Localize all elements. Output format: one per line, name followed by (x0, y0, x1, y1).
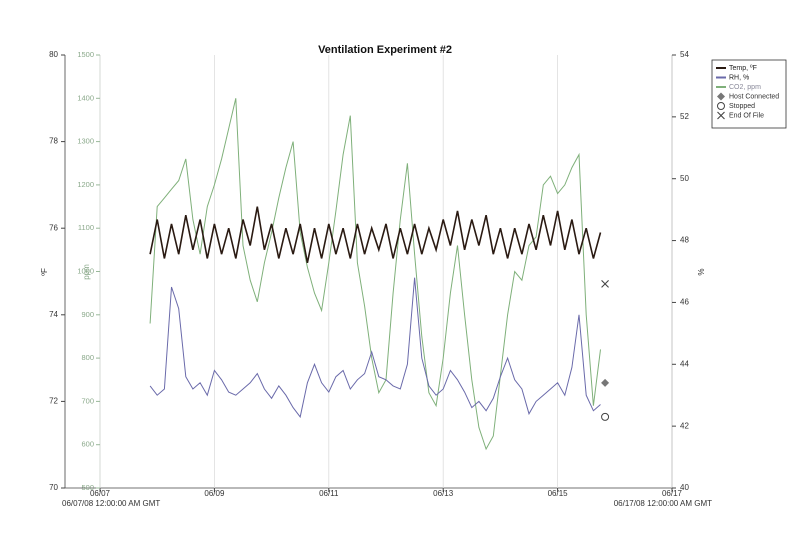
x-tick-label: 06/09 (204, 489, 225, 498)
data-line (149, 277, 601, 419)
y2-tick-label: 700 (81, 396, 94, 405)
y3-tick-label: 46 (680, 298, 689, 307)
y-tick-label: 80 (49, 50, 58, 59)
y2-tick-label: 1000 (77, 266, 94, 275)
y3-tick-label: 40 (680, 483, 689, 492)
legend-label: Temp, ºF (729, 65, 757, 72)
y3-tick-label: 52 (680, 112, 689, 121)
y-tick-label: 74 (49, 310, 58, 319)
x-tick-label: 06/11 (319, 489, 339, 498)
y3-tick-label: 50 (680, 174, 689, 183)
y2-tick-label: 1300 (77, 137, 94, 146)
y2-tick-label: 600 (81, 440, 94, 449)
y2-tick-label: 1400 (77, 93, 94, 102)
legend-swatch (717, 92, 725, 101)
x-tick-label: 06/17 (662, 489, 683, 498)
marker-circle (601, 412, 610, 421)
y2-tick-label: 800 (81, 353, 94, 362)
data-line (149, 206, 602, 263)
y3-tick-label: 44 (680, 359, 689, 368)
y3-tick-label: 42 (680, 421, 689, 430)
x-tick-label: 06/07 (90, 489, 111, 498)
x-tick-label: 06/15 (548, 489, 569, 498)
marker-diamond (601, 378, 610, 387)
y-tick-label: 78 (49, 137, 58, 146)
x-tick-label: 06/13 (433, 489, 454, 498)
y3-axis-title: % (696, 268, 705, 275)
legend-swatch (717, 111, 725, 120)
legend-label: Stopped (729, 103, 755, 110)
y-tick-label: 70 (49, 483, 58, 492)
y-tick-label: 72 (49, 397, 58, 406)
y2-tick-label: 1200 (77, 180, 94, 189)
y3-tick-label: 48 (680, 236, 689, 245)
y2-tick-label: 1100 (78, 223, 94, 232)
legend-swatch (717, 102, 725, 110)
y2-axis-title: ppm (82, 264, 91, 280)
marker-x (601, 279, 609, 288)
y-tick-label: 76 (49, 223, 58, 232)
y-axis-title: ºF (40, 268, 49, 276)
y2-tick-label: 900 (81, 310, 94, 319)
y2-tick-label: 500 (81, 483, 94, 492)
x-range-label: 06/07/08 12:00:00 AM GMT (62, 499, 160, 508)
legend-label: End Of File (729, 112, 764, 119)
y3-tick-label: 54 (680, 50, 689, 59)
legend-label: CO2, ppm (729, 84, 761, 91)
legend-label: Host Connected (729, 93, 779, 100)
data-line (149, 98, 601, 451)
legend-box (711, 59, 787, 129)
y2-tick-label: 1500 (77, 50, 94, 59)
x-range-label: 06/17/08 12:00:00 AM GMT (614, 499, 712, 508)
chart-title: Ventilation Experiment #2 (318, 44, 452, 56)
legend-label: RH, % (729, 74, 749, 81)
